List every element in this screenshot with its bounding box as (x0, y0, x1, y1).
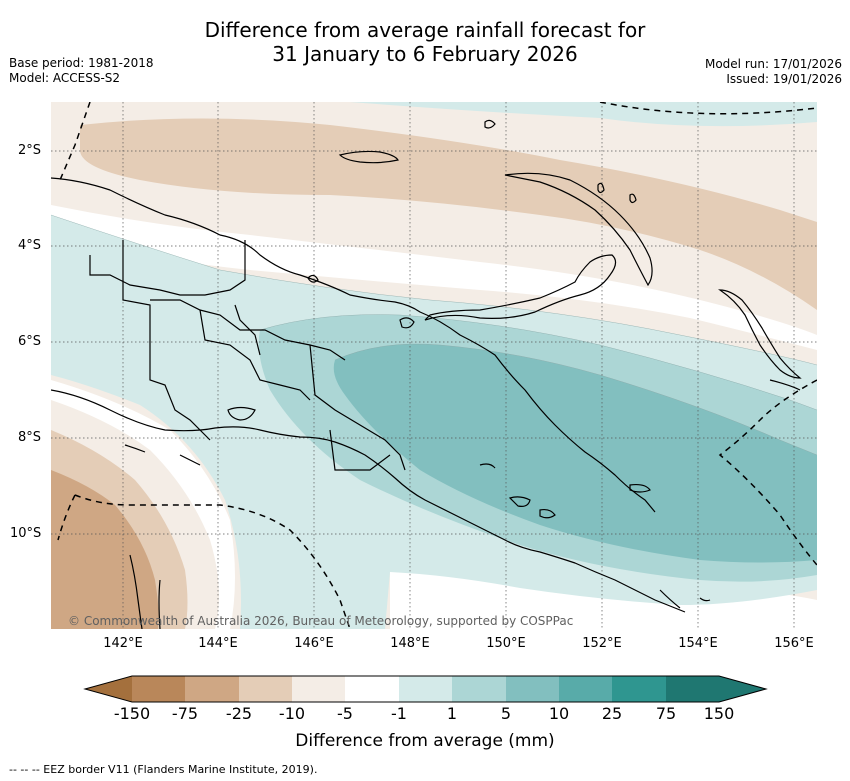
lon-label-152e: 152°E (582, 636, 622, 651)
eez-borders (57, 102, 817, 629)
colorbar-title: Difference from average (mm) (295, 731, 555, 751)
colorbar-swatch-2 (185, 676, 239, 702)
lat-label-4s: 4°S (18, 238, 42, 253)
coastlines (51, 119, 802, 629)
meta-left: Base period: 1981-2018 Model: ACCESS-S2 (9, 56, 154, 86)
colorbar-swatch-11 (666, 676, 719, 702)
colorbar-swatch-10 (612, 676, 666, 702)
colorbar-swatch-4 (292, 676, 345, 702)
colorbar-swatch-1 (132, 676, 185, 702)
colorbar-swatch-6 (399, 676, 452, 702)
anomaly-zone-plus10 (333, 344, 817, 563)
lon-label-144e: 144°E (198, 636, 238, 651)
issued-date: Issued: 19/01/2026 (726, 72, 842, 86)
colorbar-tick-4: -10 (278, 704, 306, 723)
colorbar (83, 675, 768, 703)
colorbar-outline (83, 675, 768, 703)
colorbar-swatch-5 (345, 676, 399, 702)
contour-lines (51, 214, 817, 456)
model-name: Model: ACCESS-S2 (9, 71, 121, 85)
lon-label-154e: 154°E (678, 636, 718, 651)
colorbar-tick-2: -75 (171, 704, 199, 723)
meta-right: Model run: 17/01/2026 Issued: 19/01/2026 (705, 57, 842, 87)
copyright-credit: © Commonwealth of Australia 2026, Bureau… (68, 614, 574, 628)
colorbar-tick-11: 75 (655, 704, 677, 723)
lon-label-142e: 142°E (103, 636, 143, 651)
map-field (51, 102, 817, 629)
colorbar-high-extend (719, 676, 766, 702)
colorbar-tick-8: 5 (500, 704, 512, 723)
lat-label-8s: 8°S (18, 430, 42, 445)
title-line-1: Difference from average rainfall forecas… (204, 18, 646, 42)
lon-label-156e: 156°E (774, 636, 814, 651)
anomaly-zone-minus10-north (80, 118, 817, 310)
lon-label-150e: 150°E (486, 636, 526, 651)
anomaly-zone-minus25 (51, 470, 159, 629)
title-line-2: 31 January to 6 February 2026 (272, 42, 578, 66)
lat-label-10s: 10°S (10, 526, 42, 541)
colorbar-tick-12: 150 (703, 704, 735, 723)
colorbar-swatch-7 (452, 676, 506, 702)
anomaly-zone-neutral (51, 205, 817, 350)
colorbar-tick-6: -1 (391, 704, 407, 723)
colorbar-tick-7: 1 (446, 704, 458, 723)
base-period: Base period: 1981-2018 (9, 56, 154, 70)
colorbar-tick-9: 10 (548, 704, 570, 723)
lon-label-146e: 146°E (294, 636, 334, 651)
colorbar-swatch-9 (559, 676, 612, 702)
colorbar-tick-5: -5 (337, 704, 353, 723)
lat-label-2s: 2°S (18, 143, 42, 158)
colorbar-low-extend (85, 676, 132, 702)
eez-footnote: -- -- -- EEZ border V11 (Flanders Marine… (9, 763, 318, 776)
lon-label-148e: 148°E (390, 636, 430, 651)
lat-label-6s: 6°S (18, 334, 42, 349)
colorbar-tick-10: 25 (601, 704, 623, 723)
colorbar-tick-3: -25 (225, 704, 253, 723)
colorbar-tick-1: -150 (113, 704, 151, 723)
map-title: Difference from average rainfall forecas… (0, 18, 850, 66)
model-run: Model run: 17/01/2026 (704, 57, 842, 71)
colorbar-swatch-3 (239, 676, 292, 702)
colorbar-swatch-8 (506, 676, 559, 702)
anomaly-zone-top-teal (350, 102, 817, 127)
